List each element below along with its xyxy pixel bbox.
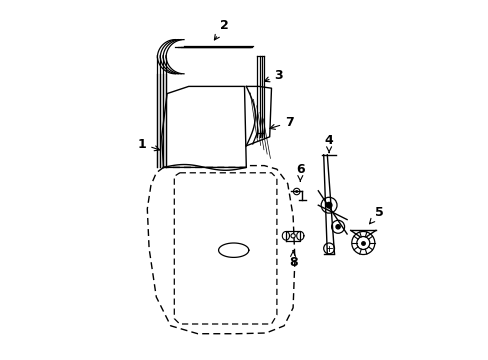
Text: 3: 3: [264, 69, 283, 82]
Circle shape: [325, 202, 331, 208]
Text: 2: 2: [214, 19, 228, 40]
Text: 1: 1: [137, 138, 160, 151]
Text: 7: 7: [269, 116, 293, 129]
Circle shape: [295, 190, 297, 193]
Text: 4: 4: [324, 134, 333, 153]
Text: 8: 8: [288, 251, 297, 269]
Text: 5: 5: [369, 206, 383, 224]
Text: 6: 6: [295, 163, 304, 181]
Circle shape: [335, 225, 340, 229]
